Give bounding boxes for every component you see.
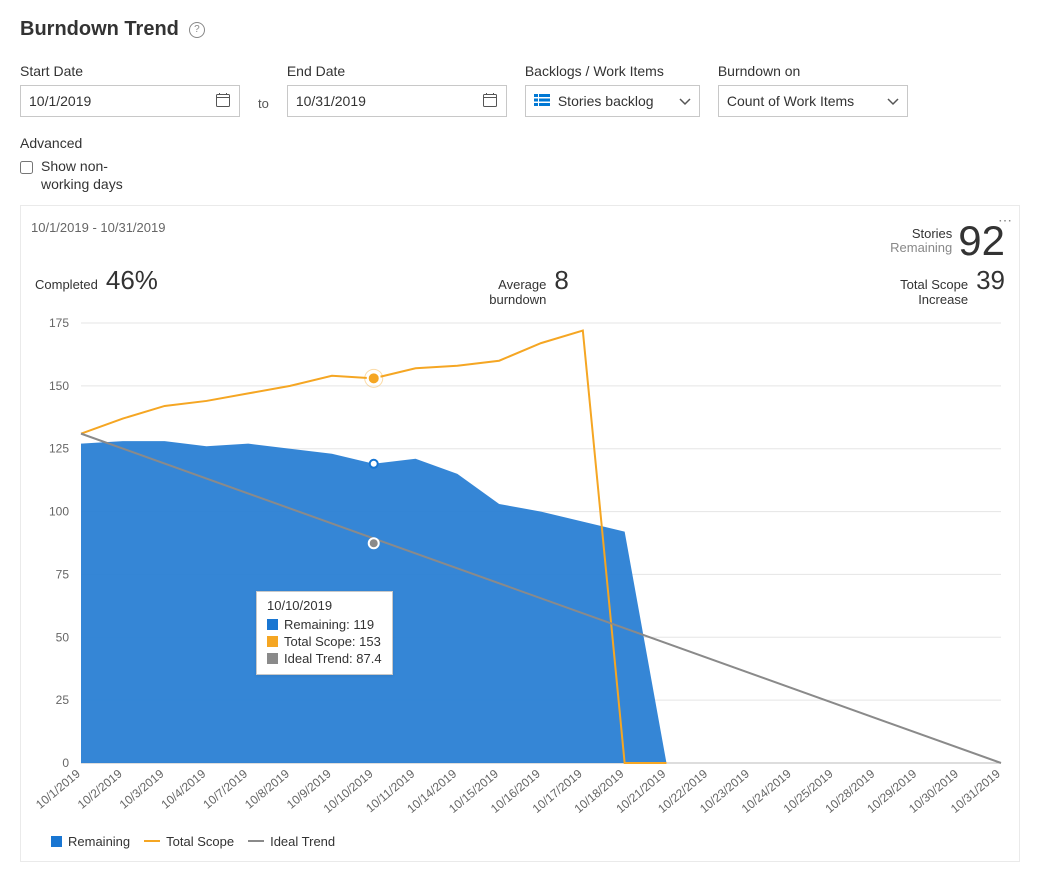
tooltip-ideal-trend: Ideal Trend: 87.4 [284,651,382,666]
end-date-label: End Date [287,63,507,79]
svg-text:10/7/2019: 10/7/2019 [200,766,250,811]
legend-line-ideal-trend [248,840,264,842]
svg-text:50: 50 [56,630,70,644]
help-icon[interactable]: ? [189,22,205,38]
remaining-label: Remaining [890,241,952,255]
backlogs-dropdown[interactable]: Stories backlog [525,85,700,117]
end-date-value: 10/31/2019 [296,93,366,109]
swatch-remaining [267,619,278,630]
swatch-total-scope [267,636,278,647]
legend-remaining[interactable]: Remaining [51,834,130,849]
to-label: to [258,96,269,117]
svg-text:100: 100 [49,505,69,519]
svg-text:75: 75 [56,567,70,581]
legend-total-scope[interactable]: Total Scope [144,834,234,849]
burndown-on-value: Count of Work Items [727,93,854,109]
scope-value: 39 [976,265,1005,296]
svg-text:10/8/2019: 10/8/2019 [242,766,292,811]
date-range-label: 10/1/2019 - 10/31/2019 [31,220,1009,235]
legend-ideal-trend-label: Ideal Trend [270,834,335,849]
backlogs-label: Backlogs / Work Items [525,63,700,79]
avg-burndown-value: 8 [554,265,568,296]
chevron-down-icon [679,93,691,109]
tooltip-row: Ideal Trend: 87.4 [267,651,382,666]
scope-label-2: Increase [900,293,968,307]
completed-label: Completed [35,278,98,292]
legend-line-total-scope [144,840,160,842]
legend-total-scope-label: Total Scope [166,834,234,849]
tooltip-total-scope: Total Scope: 153 [284,634,381,649]
burndown-on-dropdown[interactable]: Count of Work Items [718,85,908,117]
backlog-icon [534,93,550,109]
stories-remaining-value: 92 [958,220,1005,262]
show-nonworking-input[interactable] [20,161,33,174]
svg-text:10/2/2019: 10/2/2019 [75,766,125,811]
chart-legend: Remaining Total Scope Ideal Trend [31,834,1009,849]
show-nonworking-checkbox[interactable]: Show non-working days [20,157,131,193]
start-date-value: 10/1/2019 [29,93,91,109]
swatch-ideal-trend [267,653,278,664]
tooltip-date: 10/10/2019 [267,598,382,613]
advanced-label: Advanced [20,135,131,151]
scope-label-1: Total Scope [900,278,968,292]
burndown-on-label: Burndown on [718,63,908,79]
chart-tooltip: 10/10/2019 Remaining: 119 Total Scope: 1… [256,591,393,675]
tooltip-row: Remaining: 119 [267,617,382,632]
burndown-chart[interactable]: 025507510012515017510/1/201910/2/201910/… [31,313,1009,828]
calendar-icon [215,92,231,111]
burndown-card: ⋯ 10/1/2019 - 10/31/2019 Stories Remaini… [20,205,1020,862]
svg-text:175: 175 [49,316,69,330]
end-date-input[interactable]: 10/31/2019 [287,85,507,117]
page-title: Burndown Trend [20,18,179,41]
completed-value: 46% [106,265,158,296]
svg-text:10/1/2019: 10/1/2019 [33,766,83,811]
svg-text:0: 0 [62,756,69,770]
svg-text:10/4/2019: 10/4/2019 [158,766,208,811]
svg-text:25: 25 [56,693,70,707]
svg-text:125: 125 [49,442,69,456]
svg-text:10/3/2019: 10/3/2019 [117,766,167,811]
chevron-down-icon [887,93,899,109]
avg-burndown-label-2: burndown [489,293,546,307]
tooltip-remaining: Remaining: 119 [284,617,374,632]
legend-ideal-trend[interactable]: Ideal Trend [248,834,335,849]
legend-remaining-label: Remaining [68,834,130,849]
legend-swatch-remaining [51,836,62,847]
start-date-input[interactable]: 10/1/2019 [20,85,240,117]
start-date-label: Start Date [20,63,240,79]
tooltip-row: Total Scope: 153 [267,634,382,649]
stories-label: Stories [890,227,952,241]
avg-burndown-label-1: Average [489,278,546,292]
svg-text:150: 150 [49,379,69,393]
calendar-icon [482,92,498,111]
backlogs-value: Stories backlog [558,93,654,109]
show-nonworking-label: Show non-working days [41,157,131,193]
